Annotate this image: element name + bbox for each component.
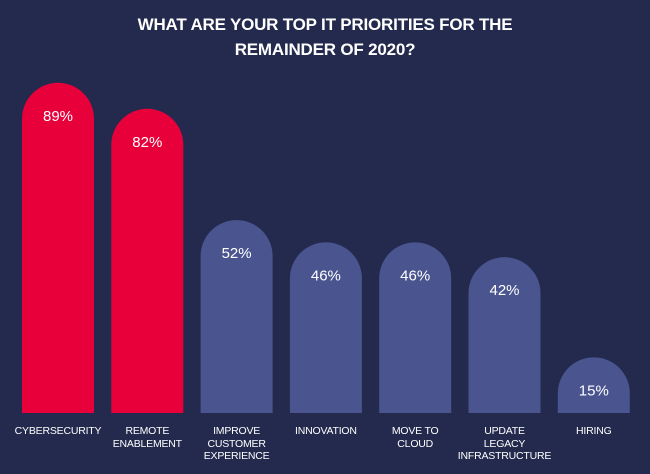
chart-title-line-1: WHAT ARE YOUR TOP IT PRIORITIES FOR THE xyxy=(137,15,513,34)
bar-innovation xyxy=(289,242,362,413)
bar-improve-customer-experience xyxy=(200,220,273,413)
chart-title-line-2: REMAINDER OF 2020? xyxy=(234,40,416,59)
value-label: 82% xyxy=(132,134,162,151)
category-label-line: CUSTOMER xyxy=(207,437,266,450)
category-label-line: IMPROVE xyxy=(213,425,261,437)
bar-remote-enablement xyxy=(111,108,184,413)
category-label-line: LEGACY xyxy=(483,437,526,450)
category-label-line: CLOUD xyxy=(397,437,434,450)
category-label: INNOVATION xyxy=(276,425,376,438)
category-label-line: INNOVATION xyxy=(295,425,357,437)
category-label-line: CYBERSECURITY xyxy=(14,425,102,437)
category-label-line: UPDATE xyxy=(484,425,525,437)
bar-cybersecurity xyxy=(22,82,94,413)
category-label-line: EXPERIENCE xyxy=(203,450,270,462)
category-label-line: MOVE TO xyxy=(391,425,439,437)
category-label-line: ENABLEMENT xyxy=(112,437,182,450)
value-label: 15% xyxy=(579,382,609,399)
category-label: IMPROVE CUSTOMER EXPERIENCE xyxy=(187,425,287,463)
value-label: 52% xyxy=(222,245,252,262)
category-label: REMOTE ENABLEMENT xyxy=(97,425,197,450)
value-label: 42% xyxy=(489,282,519,299)
bar-update-legacy-infrastructure xyxy=(468,257,541,413)
bar-move-to-cloud xyxy=(379,242,452,413)
value-label: 89% xyxy=(43,108,73,125)
category-label: MOVE TO CLOUD xyxy=(365,425,465,450)
bar-hiring xyxy=(557,357,630,413)
category-label-line: HIRING xyxy=(576,425,612,437)
category-label: HIRING xyxy=(544,425,644,438)
category-label-line: REMOTE xyxy=(125,425,170,437)
category-label: CYBERSECURITY xyxy=(8,425,108,438)
category-label-line: INFRASTRUCTURE xyxy=(457,450,552,462)
chart-title: WHAT ARE YOUR TOP IT PRIORITIES FOR THE … xyxy=(0,12,650,62)
value-label: 46% xyxy=(400,267,430,284)
value-label: 46% xyxy=(311,267,341,284)
category-label: UPDATE LEGACY INFRASTRUCTURE xyxy=(455,425,555,463)
